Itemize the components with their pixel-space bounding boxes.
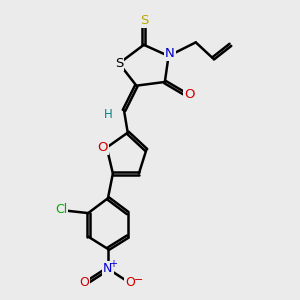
Text: S: S <box>115 57 123 70</box>
Text: O: O <box>79 276 89 289</box>
Text: H: H <box>103 108 112 121</box>
Text: O: O <box>184 88 195 101</box>
Text: O: O <box>125 276 135 289</box>
Text: −: − <box>134 275 143 285</box>
Text: Cl: Cl <box>55 203 67 216</box>
Text: N: N <box>165 47 175 60</box>
Text: +: + <box>110 259 117 269</box>
Text: O: O <box>98 141 108 154</box>
Text: N: N <box>103 262 112 275</box>
Text: S: S <box>140 14 148 27</box>
